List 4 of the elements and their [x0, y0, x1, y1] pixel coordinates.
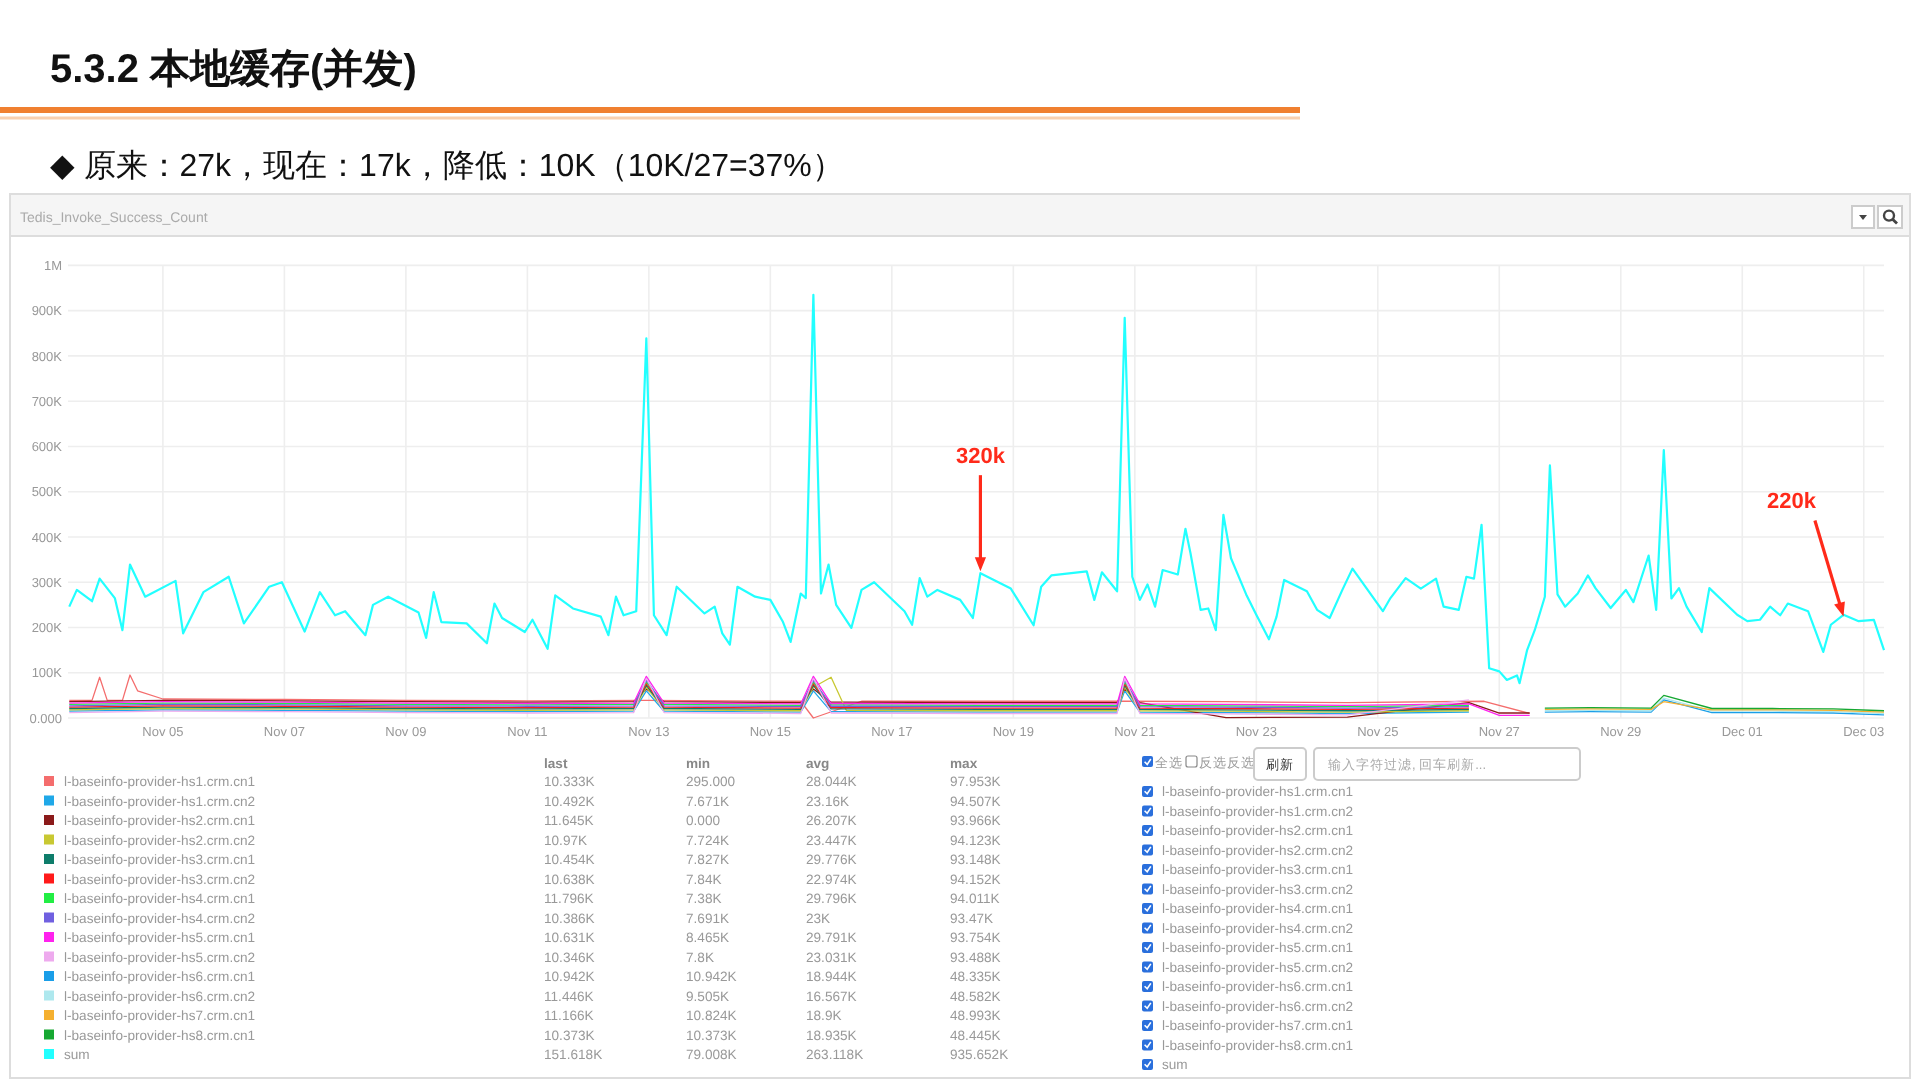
annotation: 320k [955, 445, 1007, 470]
annotation: 220k [1767, 490, 1818, 515]
chart-subtitle: ◆ 原来：27k，现在：17k，降低：10K（10K/27=37%） [50, 148, 844, 184]
chart-title: 5.3.2 本地缓存(并发) [50, 46, 417, 92]
